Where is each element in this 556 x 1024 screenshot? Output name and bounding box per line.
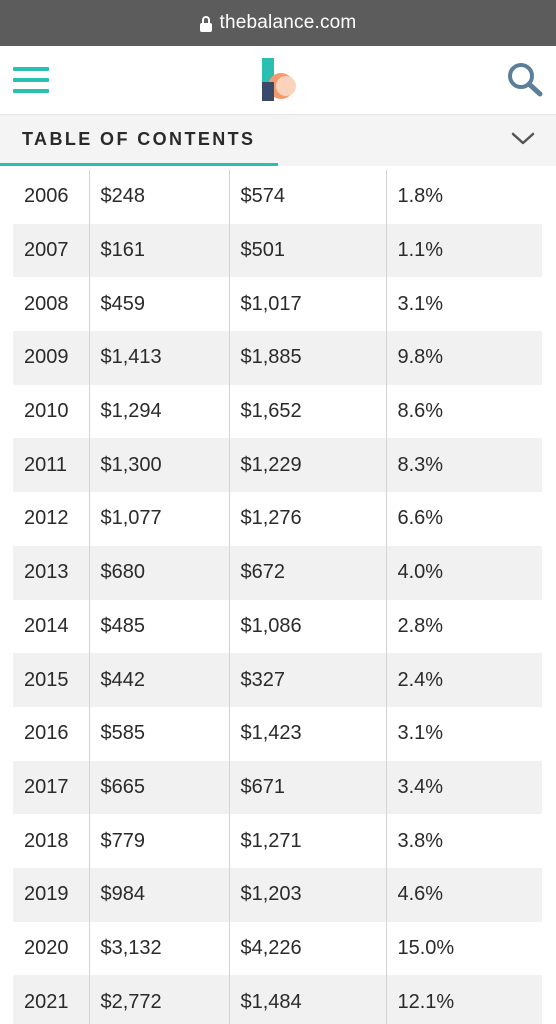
table-cell: 2014 — [24, 614, 69, 637]
table-cell: 2009 — [13, 331, 89, 385]
site-header — [0, 46, 556, 114]
table-cell: 2016 — [24, 722, 69, 745]
table-cell: $672 — [228, 545, 386, 600]
table-cell: 2006 — [24, 185, 69, 208]
table-of-contents-toggle[interactable]: TABLE OF CONTENTS — [0, 114, 556, 166]
table-row: 2019 $984 $1,203 4.6% — [13, 867, 542, 922]
table-cell: $161 — [88, 223, 229, 278]
table-cell: $665 — [88, 760, 229, 815]
table-cell: $501 — [228, 223, 386, 278]
table-cell: 3.8% — [385, 814, 542, 868]
url-text: thebalance.com — [219, 12, 357, 33]
table-cell: $1,229 — [228, 438, 386, 493]
table-cell: $1,484 — [228, 975, 386, 1024]
table-cell: $1,885 — [228, 331, 386, 385]
table-cell: $585 — [88, 706, 229, 761]
table-cell: $4,226 — [228, 921, 386, 976]
table-cell: $1,086 — [228, 599, 386, 654]
table-cell: $2,772 — [88, 975, 229, 1024]
table-row: 2013 $680 $672 4.0% — [13, 545, 542, 600]
site-logo[interactable] — [262, 58, 296, 102]
table-cell: $1,300 — [88, 438, 229, 493]
table-cell: 12.1% — [385, 975, 542, 1024]
table-row: 2010 $1,294 $1,652 8.6% — [13, 384, 542, 439]
table-cell: 2008 — [24, 292, 69, 315]
table-cell: 2.4% — [385, 653, 542, 707]
table-cell: $327 — [228, 653, 386, 707]
table-row: 2009 $1,413 $1,885 9.8% — [13, 331, 542, 385]
table-cell: $459 — [88, 277, 229, 332]
lock-icon — [199, 16, 212, 32]
table-cell: $442 — [88, 653, 229, 707]
table-cell: 2.8% — [385, 599, 542, 654]
toc-label: TABLE OF CONTENTS — [22, 129, 256, 149]
table-cell: $485 — [88, 599, 229, 654]
table-cell: 2021 — [13, 975, 89, 1024]
table-row: 2021 $2,772 $1,484 12.1% — [13, 975, 542, 1024]
table-cell: 2015 — [13, 653, 89, 707]
table-row: 2006 $248 $574 1.8% — [13, 170, 542, 224]
table-cell: 9.8% — [385, 331, 542, 385]
table-cell: 2017 — [13, 760, 89, 815]
table-cell: 4.6% — [385, 867, 542, 922]
table-cell: 2020 — [24, 936, 69, 959]
table-cell: 1.8% — [385, 170, 542, 224]
table-cell: $1,276 — [228, 492, 386, 546]
table-cell: 2019 — [13, 867, 89, 922]
chevron-down-icon — [510, 130, 536, 148]
table-cell: 2013 — [13, 545, 89, 600]
browser-url-bar[interactable]: thebalance.com — [0, 0, 556, 46]
table-cell: $1,077 — [88, 492, 229, 546]
table-cell: $680 — [88, 545, 229, 600]
table-cell: 2007 — [13, 223, 89, 278]
table-cell: 2011 — [13, 438, 89, 493]
table-cell: 8.6% — [385, 384, 542, 439]
table-row: 2007 $161 $501 1.1% — [13, 223, 542, 278]
table-cell: $1,017 — [228, 277, 386, 332]
table-row: 2011 $1,300 $1,229 8.3% — [13, 438, 542, 493]
table-cell: 15.0% — [385, 921, 542, 976]
table-cell: $3,132 — [88, 921, 229, 976]
table-row: 2017 $665 $671 3.4% — [13, 760, 542, 815]
table-cell: 8.3% — [385, 438, 542, 493]
table-row: 2014 $485 $1,086 2.8% — [13, 599, 542, 654]
table-row: 2015 $442 $327 2.4% — [13, 653, 542, 707]
table-cell: $1,423 — [228, 706, 386, 761]
table-cell: $1,652 — [228, 384, 386, 439]
table-cell: 2018 — [24, 829, 69, 852]
table-row: 2016 $585 $1,423 3.1% — [13, 706, 542, 761]
table-row: 2008 $459 $1,017 3.1% — [13, 277, 542, 332]
table-cell: $574 — [228, 170, 386, 224]
table-cell: $1,413 — [88, 331, 229, 385]
table-cell: $1,294 — [88, 384, 229, 439]
table-cell: 1.1% — [385, 223, 542, 278]
table-cell: $779 — [88, 814, 229, 868]
search-icon[interactable] — [505, 62, 545, 98]
table-cell: 3.1% — [385, 706, 542, 761]
table-cell: 3.4% — [385, 760, 542, 815]
toc-underline — [0, 163, 278, 166]
table-cell: 6.6% — [385, 492, 542, 546]
table-row: 2020 $3,132 $4,226 15.0% — [13, 921, 542, 976]
hamburger-menu-icon[interactable] — [13, 67, 49, 93]
table-cell: $671 — [228, 760, 386, 815]
table-row: 2018 $779 $1,271 3.8% — [13, 814, 542, 868]
table-cell: $1,203 — [228, 867, 386, 922]
table-cell: 2010 — [24, 400, 69, 423]
table-cell: $248 — [88, 170, 229, 224]
data-table-container: 2006 $248 $574 1.8% 2007 $161 $501 1.1% 2008 $459… — [13, 170, 542, 1024]
table-row: 2012 $1,077 $1,276 6.6% — [13, 492, 542, 546]
table-cell: 3.1% — [385, 277, 542, 332]
table-cell: $1,271 — [228, 814, 386, 868]
data-table: 2006 $248 $574 1.8% 2007 $161 $501 1.1% 2008 $459… — [13, 170, 542, 1024]
table-cell: 2012 — [24, 507, 69, 530]
table-cell: 4.0% — [385, 545, 542, 600]
table-cell: $984 — [88, 867, 229, 922]
